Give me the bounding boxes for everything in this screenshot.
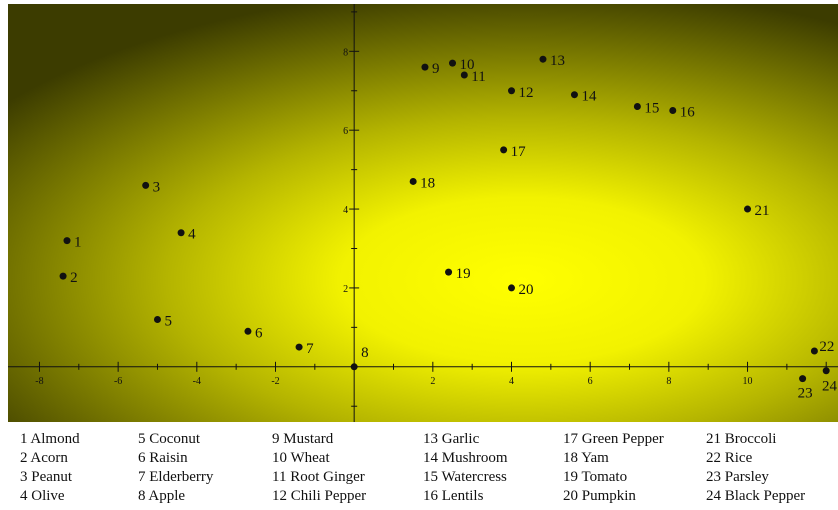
legend-item: 9 Mustard: [272, 431, 334, 447]
x-tick-label: 2: [430, 376, 435, 387]
y-tick-label: 2: [343, 284, 348, 295]
x-tick-label: -4: [193, 376, 201, 387]
legend-item: 6 Raisin: [138, 450, 188, 466]
axes: [8, 4, 838, 422]
legend-item: 3 Peanut: [20, 469, 73, 485]
x-tick-label: -6: [114, 376, 122, 387]
legend-item: 14 Mushroom: [423, 450, 508, 466]
point-label-11: 11: [471, 69, 485, 85]
legend: 1 Almond 2 Acorn 3 Peanut 4 Olive 5 Coco…: [0, 424, 838, 510]
point-21: [744, 205, 752, 213]
legend-item: 20 Pumpkin: [563, 488, 636, 504]
legend-item: 24 Black Pepper: [706, 488, 806, 504]
point-14: [570, 91, 578, 99]
point-label-7: 7: [306, 341, 314, 357]
point-15: [633, 103, 641, 111]
point-label-16: 16: [680, 104, 696, 120]
point-label-3: 3: [153, 179, 161, 195]
point-18: [409, 177, 417, 185]
legend-item: 8 Apple: [138, 488, 186, 504]
point-label-13: 13: [550, 53, 565, 69]
x-tick-label: 4: [509, 376, 514, 387]
point-3: [142, 181, 150, 189]
point-16: [669, 106, 677, 114]
point-label-22: 22: [819, 339, 834, 355]
point-label-10: 10: [460, 57, 475, 73]
legend-item: 7 Elderberry: [138, 469, 214, 485]
y-tick-label: 6: [343, 126, 348, 137]
legend-column-5: 17 Green Pepper 18 Yam 19 Tomato 20 Pump…: [563, 430, 664, 506]
legend-item: 10 Wheat: [272, 450, 330, 466]
legend-item: 16 Lentils: [423, 488, 484, 504]
point-label-8: 8: [361, 345, 369, 361]
point-label-6: 6: [255, 325, 263, 341]
point-label-1: 1: [74, 235, 82, 251]
y-tick-label: 8: [343, 47, 348, 58]
point-7: [295, 343, 303, 351]
plot-background: [8, 4, 838, 422]
legend-item: 15 Watercress: [423, 469, 507, 485]
y-tick-label: 4: [343, 205, 348, 216]
legend-item: 22 Rice: [706, 450, 753, 466]
point-1: [63, 237, 71, 245]
point-label-17: 17: [511, 144, 526, 160]
point-13: [539, 55, 547, 63]
x-tick-label: -2: [271, 376, 279, 387]
point-label-9: 9: [432, 61, 440, 77]
point-12: [508, 87, 516, 95]
point-2: [59, 272, 67, 280]
x-tick-label: 8: [666, 376, 671, 387]
point-11: [460, 71, 468, 79]
point-label-12: 12: [519, 85, 534, 101]
point-label-21: 21: [755, 203, 770, 219]
ticks: -8 -6 -4 -2 2 4 6 8 10 2 4 6 8: [35, 11, 827, 407]
legend-column-6: 21 Broccoli 22 Rice 23 Parsley 24 Black …: [706, 430, 805, 506]
point-23: [799, 375, 807, 383]
point-label-4: 4: [188, 227, 196, 243]
legend-item: 1 Almond: [20, 431, 80, 447]
point-5: [153, 315, 161, 323]
legend-item: 5 Coconut: [138, 431, 201, 447]
legend-item: 13 Garlic: [423, 431, 480, 447]
legend-item: 17 Green Pepper: [563, 431, 664, 447]
point-20: [508, 284, 516, 292]
x-tick-label: 10: [743, 376, 753, 387]
legend-item: 18 Yam: [563, 450, 609, 466]
legend-item: 12 Chili Pepper: [272, 488, 367, 504]
x-tick-label: -8: [35, 376, 43, 387]
point-17: [500, 146, 508, 154]
point-22: [810, 347, 818, 355]
point-9: [421, 63, 429, 71]
point-label-24: 24: [822, 379, 838, 395]
point-10: [449, 59, 457, 67]
legend-column-1: 1 Almond 2 Acorn 3 Peanut 4 Olive: [20, 430, 80, 506]
point-label-19: 19: [456, 266, 471, 282]
point-19: [445, 268, 453, 276]
point-label-2: 2: [70, 270, 78, 286]
point-label-14: 14: [581, 89, 597, 105]
legend-item: 2 Acorn: [20, 450, 68, 466]
point-label-23: 23: [798, 386, 813, 402]
point-label-18: 18: [420, 175, 435, 191]
legend-item: 19 Tomato: [563, 469, 628, 485]
legend-column-4: 13 Garlic 14 Mushroom 15 Watercress 16 L…: [423, 430, 508, 506]
point-label-15: 15: [644, 101, 659, 117]
legend-column-2: 5 Coconut 6 Raisin 7 Elderberry 8 Apple: [138, 430, 213, 506]
legend-column-3: 9 Mustard 10 Wheat 11 Root Ginger 12 Chi…: [272, 430, 366, 506]
point-4: [177, 229, 185, 237]
legend-item: 21 Broccoli: [706, 431, 777, 447]
legend-item: 11 Root Ginger: [272, 469, 365, 485]
legend-item: 23 Parsley: [706, 469, 769, 485]
point-label-20: 20: [519, 282, 534, 298]
point-6: [244, 327, 252, 335]
x-tick-label: 6: [588, 376, 593, 387]
point-24: [822, 367, 830, 375]
point-8: [350, 363, 358, 371]
point-label-5: 5: [164, 313, 172, 329]
legend-item: 4 Olive: [20, 488, 65, 504]
